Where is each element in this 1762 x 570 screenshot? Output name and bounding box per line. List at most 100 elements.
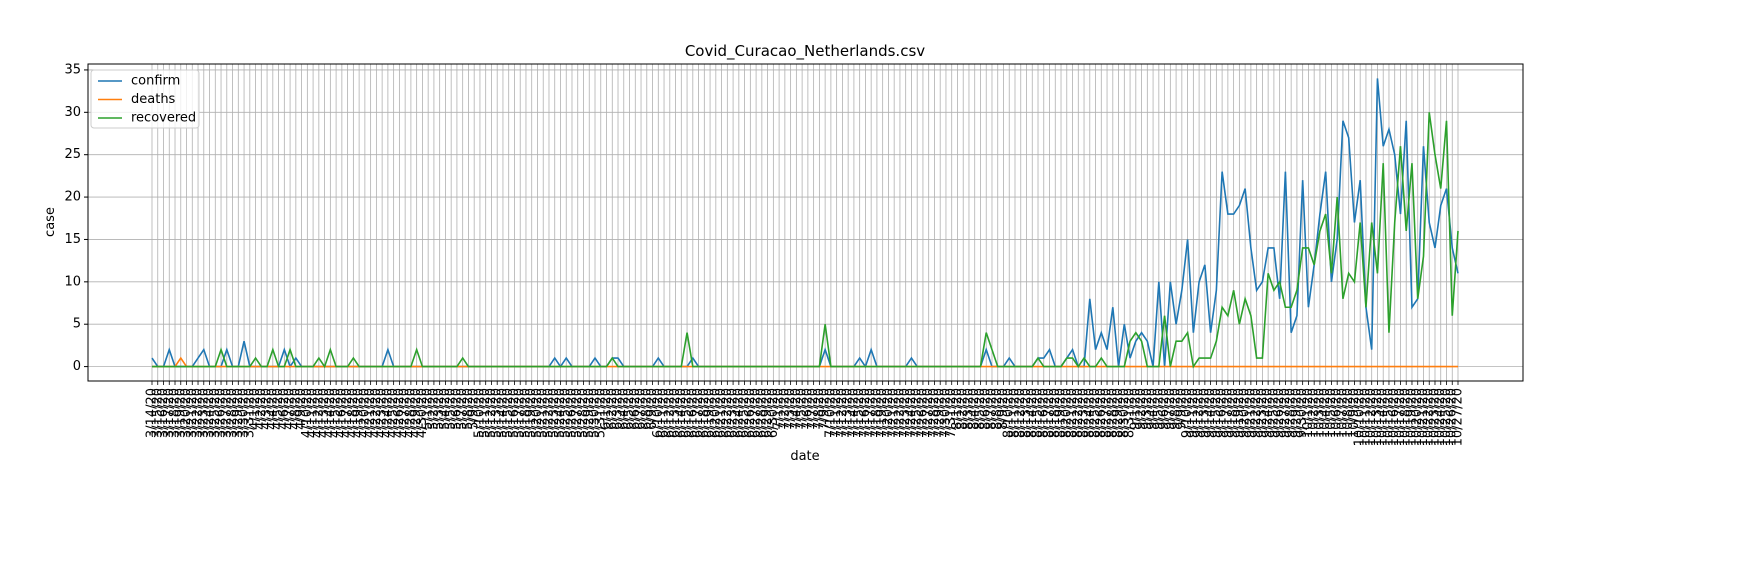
- x-tick-label: 4/28/20: [403, 388, 418, 438]
- x-tick-label: 9/5/20: [1151, 388, 1166, 430]
- x-tick-label: 5/16/20: [507, 388, 522, 438]
- x-tick-label: 6/30/20: [766, 388, 781, 438]
- x-tick-label: 6/24/20: [731, 388, 746, 438]
- x-tick-label: 6/1/20: [599, 388, 614, 430]
- x-tick-label: 9/6/20: [1157, 388, 1172, 430]
- x-tick-label: 6/2/20: [605, 388, 620, 430]
- x-tick-label: 7/22/20: [892, 388, 907, 438]
- x-tick-label: 8/19/20: [1054, 388, 1069, 438]
- legend-label: recovered: [131, 111, 196, 126]
- x-tick-label: 9/26/20: [1272, 388, 1287, 438]
- x-tick-label: 9/17/20: [1220, 388, 1235, 438]
- x-tick-label: 6/3/20: [611, 388, 626, 430]
- x-tick-label: 9/8/20: [1169, 388, 1184, 430]
- y-tick-label: 30: [64, 105, 81, 120]
- x-tick-label: 10/17/20: [1393, 388, 1408, 446]
- x-tick-label: 7/10/20: [823, 388, 838, 438]
- x-tick-label: 5/21/20: [536, 388, 551, 438]
- x-tick-label: 9/30/20: [1295, 388, 1310, 438]
- x-tick-label: 7/24/20: [904, 388, 919, 438]
- y-axis-label: case: [43, 207, 58, 237]
- x-tick-label: 9/15/20: [1209, 388, 1224, 438]
- x-tick-label: 4/24/20: [380, 388, 395, 438]
- x-tick-label: 6/20/20: [708, 388, 723, 438]
- x-tick-label: 10/15/20: [1381, 388, 1396, 446]
- x-tick-label: 5/2/20: [426, 388, 441, 430]
- x-tick-label: 9/12/20: [1192, 388, 1207, 438]
- x-tick-label: 5/5/20: [444, 388, 459, 430]
- y-tick-label: 35: [64, 62, 81, 77]
- x-tick-label: 6/19/20: [703, 388, 718, 438]
- y-tick-label: 0: [73, 359, 81, 374]
- x-tick-label: 4/17/20: [340, 388, 355, 438]
- x-tick-label: 5/13/20: [490, 388, 505, 438]
- x-tick-label: 7/30/20: [938, 388, 953, 438]
- x-tick-label: 6/13/20: [668, 388, 683, 438]
- x-tick-label: 7/31/20: [944, 388, 959, 438]
- x-tick-label: 10/27/20: [1451, 388, 1466, 446]
- x-tick-label: 7/3/20: [783, 388, 798, 430]
- x-tick-label: 8/6/20: [979, 388, 994, 430]
- x-tick-label: 6/9/20: [645, 388, 660, 430]
- x-tick-label: 4/25/20: [386, 388, 401, 438]
- x-tick-label: 8/1/20: [950, 388, 965, 430]
- x-tick-label: 6/23/20: [726, 388, 741, 438]
- y-tick-label: 10: [64, 274, 81, 289]
- x-tick-label: 4/26/20: [392, 388, 407, 438]
- x-tick-label: 4/18/20: [346, 388, 361, 438]
- x-tick-label: 9/10/20: [1180, 388, 1195, 438]
- x-tick-label: 6/25/20: [737, 388, 752, 438]
- x-tick-label: 10/18/20: [1399, 388, 1414, 446]
- x-tick-label: 9/16/20: [1215, 388, 1230, 438]
- x-tick-label: 9/23/20: [1255, 388, 1270, 438]
- x-tick-label: 4/5/20: [271, 388, 286, 430]
- y-tick-label: 5: [73, 317, 81, 332]
- x-tick-label: 6/12/20: [662, 388, 677, 438]
- x-tick-label: 3/18/20: [168, 388, 183, 438]
- x-tick-label: 6/17/20: [691, 388, 706, 438]
- x-tick-label: 4/8/20: [288, 388, 303, 430]
- x-tick-label: 10/10/20: [1353, 388, 1368, 446]
- x-tick-label: 4/7/20: [283, 388, 298, 430]
- x-tick-label: 7/12/20: [835, 388, 850, 438]
- x-tick-label: 3/23/20: [196, 388, 211, 438]
- x-tick-label: 7/26/20: [915, 388, 930, 438]
- x-tick-label: 4/29/20: [409, 388, 424, 438]
- x-tick-label: 5/12/20: [484, 388, 499, 438]
- x-tick-label: 10/9/20: [1347, 388, 1362, 438]
- x-tick-label: 5/28/20: [576, 388, 591, 438]
- x-tick-label: 7/20/20: [881, 388, 896, 438]
- x-tick-label: 7/25/20: [910, 388, 925, 438]
- x-tick-label: 8/5/20: [973, 388, 988, 430]
- x-tick-label: 10/21/20: [1416, 388, 1431, 446]
- x-tick-label: 7/2/20: [777, 388, 792, 430]
- x-tick-label: 4/21/20: [363, 388, 378, 438]
- x-tick-label: 6/26/20: [743, 388, 758, 438]
- x-tick-label: 4/13/20: [317, 388, 332, 438]
- y-tick-label: 25: [64, 147, 81, 162]
- x-tick-label: 5/18/20: [518, 388, 533, 438]
- x-tick-label: 10/1/20: [1301, 388, 1316, 438]
- x-tick-label: 9/18/20: [1226, 388, 1241, 438]
- x-tick-label: 9/21/20: [1243, 388, 1258, 438]
- x-tick-label: 3/28/20: [225, 388, 240, 438]
- x-tick-label: 6/29/20: [760, 388, 775, 438]
- x-tick-label: 10/22/20: [1422, 388, 1437, 446]
- x-tick-label: 6/16/20: [685, 388, 700, 438]
- x-tick-label: 8/13/20: [1019, 388, 1034, 438]
- x-tick-label: 9/29/20: [1289, 388, 1304, 438]
- x-tick-label: 6/14/20: [674, 388, 689, 438]
- x-tick-label: 10/3/20: [1312, 388, 1327, 438]
- x-tick-label: 4/23/20: [375, 388, 390, 438]
- legend-label: deaths: [131, 92, 176, 107]
- x-tick-label: 10/4/20: [1318, 388, 1333, 438]
- x-tick-label: 5/1/20: [421, 388, 436, 430]
- x-tick-label: 8/31/20: [1123, 388, 1138, 438]
- x-tick-label: 6/6/20: [628, 388, 643, 430]
- y-tick-label: 15: [64, 232, 81, 247]
- x-tick-label: 7/18/20: [869, 388, 884, 438]
- x-tick-label: 6/28/20: [754, 388, 769, 438]
- x-tick-label: 8/27/20: [1100, 388, 1115, 438]
- x-tick-label: 4/20/20: [357, 388, 372, 438]
